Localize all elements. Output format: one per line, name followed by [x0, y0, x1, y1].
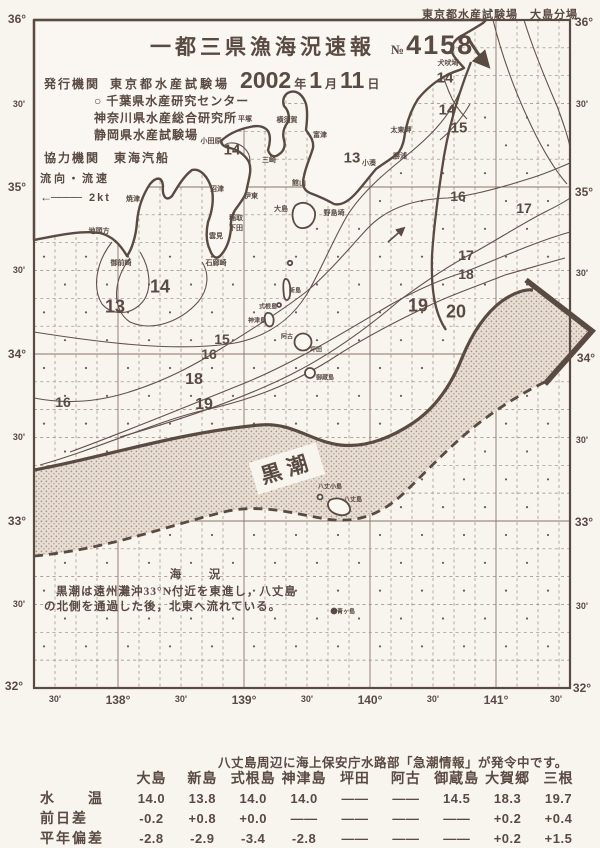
- temperature-value: ——: [443, 810, 471, 826]
- table-header-row: 大島 新島 式根島 神津島 坪田 阿古 御蔵島 大賀郷 三根: [26, 768, 584, 788]
- temperature-value: -2.8: [139, 830, 164, 846]
- station-temperature-table: 大島 新島 式根島 神津島 坪田 阿古 御蔵島 大賀郷 三根水 温 14.0 13.8 14.0 14.…: [26, 768, 584, 848]
- station-column-header: 阿古: [390, 772, 421, 787]
- temperature-value: -2.8: [291, 830, 317, 846]
- temperature-value: +0.2: [493, 810, 522, 826]
- temperature-value: +0.8: [188, 810, 217, 826]
- station-column-header: 坪田: [339, 772, 370, 787]
- temperature-value: -0.2: [139, 810, 164, 826]
- sst-map-canvas: [32, 18, 597, 690]
- row-label: 平年偏差: [40, 832, 104, 847]
- rapid-current-notice: 八丈島周辺に海上保安庁水路部「急潮情報」が発令中です。: [218, 756, 568, 770]
- temperature-value: 13.8: [188, 790, 216, 806]
- temperature-value: ——: [341, 830, 369, 846]
- issuer-sub-3: 静岡県水産試験場: [94, 128, 199, 142]
- issuer-block: 発行機関 東京都水産試験場 2002 年 1 月 11 日 ○ 千葉県水産研究センター 神…: [44, 67, 382, 167]
- temperature-value: -2.9: [190, 830, 215, 846]
- kuroshio-band: [34, 289, 590, 556]
- issuer-line: 発行機関 東京都水産試験場 2002 年 1 月 11 日: [44, 67, 382, 93]
- coastal-front-line: [430, 61, 473, 331]
- station-column-header: 大賀郷: [485, 772, 531, 787]
- station-column-header: 新島: [187, 772, 218, 787]
- temperature-value: 19.7: [544, 790, 573, 806]
- station-column-header: 御蔵島: [434, 772, 480, 787]
- kuroshio-south-edge: [33, 379, 548, 558]
- cooperation-name: 東海汽船: [114, 151, 171, 165]
- temperature-value: 18.3: [493, 790, 522, 806]
- honshu-coastline: [32, 18, 488, 259]
- temperature-value: ——: [392, 830, 420, 846]
- temperature-value: +0.4: [544, 810, 573, 826]
- current-arrow-icon: [387, 37, 491, 243]
- issuer-label: 発行機関: [44, 77, 101, 91]
- izu-islands: [263, 201, 351, 615]
- issuer-sub-1: ○ 千葉県水産研究センター: [94, 94, 250, 108]
- temperature-value: ——: [392, 810, 420, 826]
- issuer-sub-2: 神奈川県水産総合研究所: [94, 111, 238, 125]
- current-legend: 流向・流速 ←──── 2kt: [40, 170, 111, 205]
- report-page: 黒潮 海 況 黒潮は遠州灘沖33°N付近を東進し，八丈島 の北側を通過した後，北…: [5, 9, 597, 847]
- branch-note: 東京都水産試験場 大島分場: [422, 9, 578, 21]
- temperature-value: -3.4: [240, 830, 266, 846]
- issuer-main: 東京都水産試験場: [110, 77, 231, 91]
- temperature-value: ——: [443, 830, 471, 846]
- table-row: 前日差 -0.2 +0.8 +0.0 —— —— —— —— +0.2 +0.4: [26, 808, 584, 828]
- current-speed-arrow-icon: ←────: [40, 190, 82, 204]
- legend-speed: 2kt: [89, 192, 111, 204]
- station-column-header: 神津島: [281, 772, 327, 787]
- cooperation-line: 協力機関 東海汽船: [44, 150, 382, 167]
- legend-title: 流向・流速: [40, 173, 110, 185]
- temperature-value: 14.0: [239, 790, 267, 806]
- temperature-value: ——: [341, 810, 369, 826]
- station-column-header: 三根: [543, 772, 574, 787]
- temperature-value: 14.5: [443, 790, 471, 806]
- temperature-value: +0.2: [493, 830, 522, 846]
- temperature-value: +1.5: [544, 830, 573, 846]
- map-frame: [32, 18, 572, 690]
- table-row: 水 温 14.0 13.8 14.0 14.0 —— —— 14.5 18.3 19.7: [26, 788, 584, 808]
- report-number-symbol: №: [391, 42, 405, 57]
- temperature-value: 14.0: [137, 790, 166, 806]
- issue-date: 2002 年 1 月 11 日: [240, 67, 380, 93]
- kuroshio-arrowhead-icon: [524, 277, 597, 386]
- temperature-value: ——: [341, 790, 369, 806]
- kuroshio-north-edge: [33, 288, 534, 472]
- temperature-value: 14.0: [290, 790, 318, 806]
- row-label: 前日差: [40, 812, 88, 827]
- temperature-value: +0.0: [239, 810, 268, 826]
- temperature-value: ——: [290, 810, 318, 826]
- station-column-header: 大島: [136, 772, 167, 787]
- report-title-row: 一都三県漁海況速報 №4158: [150, 30, 474, 61]
- temperature-value: ——: [392, 790, 420, 806]
- station-column-header: 式根島: [230, 772, 276, 787]
- row-label: 水 温: [40, 792, 104, 807]
- cooperation-label: 協力機関: [44, 151, 101, 165]
- report-number: №4158: [391, 30, 475, 60]
- page-title: 一都三県漁海況速報: [150, 35, 375, 59]
- table-row: 平年偏差 -2.8 -2.9 -3.4 -2.8 —— —— —— +0.2 +1.5: [26, 828, 584, 848]
